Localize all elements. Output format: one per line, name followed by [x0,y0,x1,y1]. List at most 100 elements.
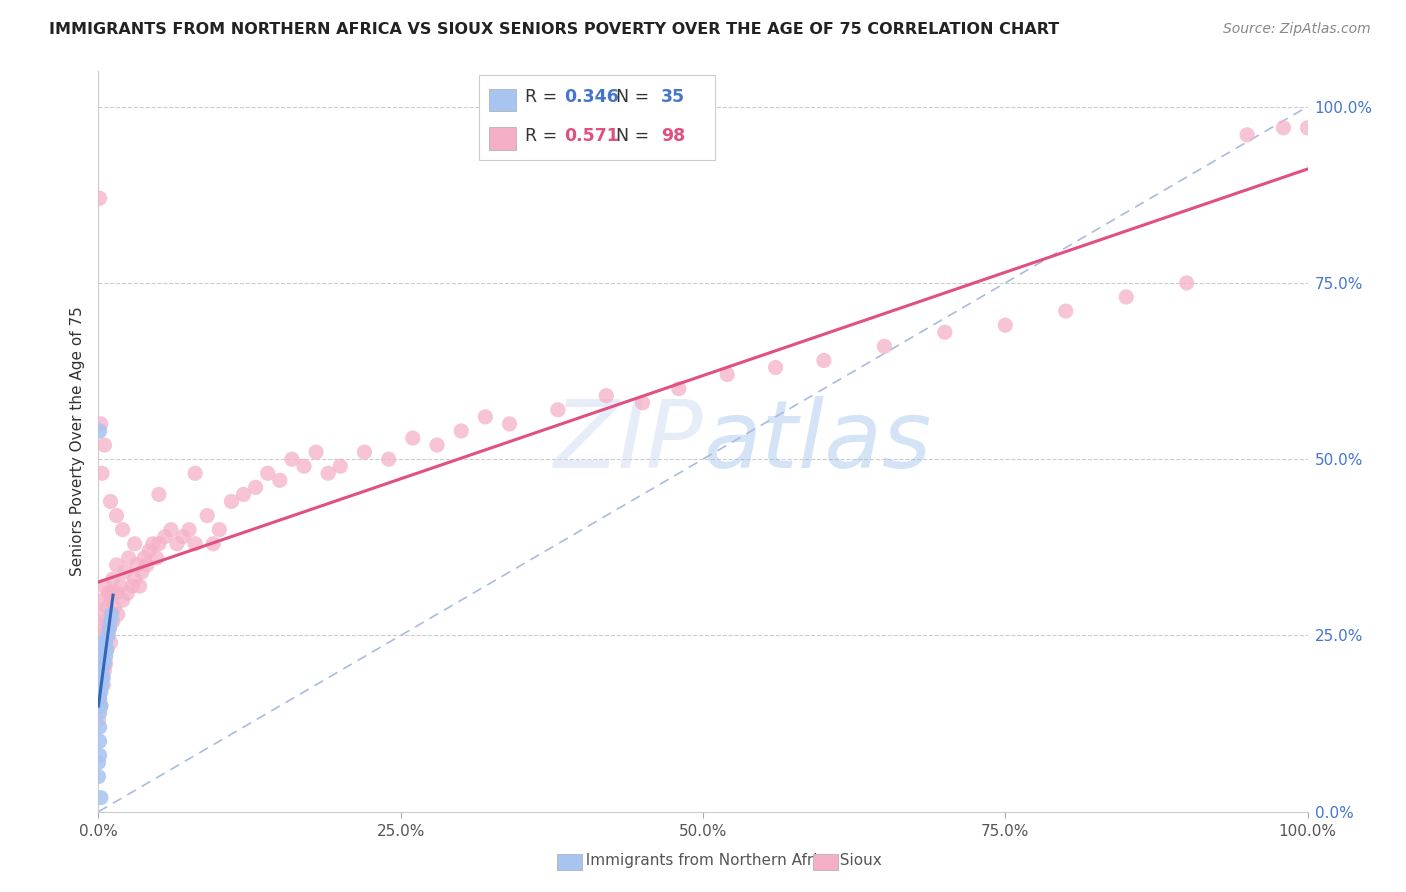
Point [89,664,111,678]
Point [269,473,291,487]
Point [97,628,120,642]
Point [256,467,278,481]
Point [96,642,118,657]
Point [98,621,121,635]
Text: N =: N = [605,88,655,106]
Point [1054,304,1077,318]
Point [153,530,176,544]
Point [121,579,143,593]
Point [91,657,114,671]
Point [91,657,114,671]
Point [90,685,112,699]
Point [1175,276,1198,290]
Point [91,593,114,607]
Point [93,621,115,635]
Text: ZIP: ZIP [554,396,703,487]
Point [87,713,110,727]
Point [89,720,111,734]
Point [716,368,738,382]
Point [91,467,114,481]
Point [100,607,122,622]
Point [208,523,231,537]
Point [89,424,111,438]
Point [114,565,136,579]
Point [160,523,183,537]
Point [93,438,115,452]
Point [94,649,117,664]
Point [221,494,243,508]
Point [131,565,153,579]
Point [105,508,128,523]
Point [377,452,399,467]
Point [100,635,122,649]
Point [124,537,146,551]
Point [179,523,201,537]
Point [117,586,139,600]
Point [292,459,315,474]
Point [474,409,496,424]
Point [765,360,787,375]
Point [450,424,472,438]
Point [353,445,375,459]
Point [100,615,122,629]
Point [90,698,112,713]
Point [100,586,122,600]
Point [89,685,111,699]
Point [90,671,112,685]
Point [89,692,111,706]
Point [89,692,111,706]
Point [232,487,254,501]
Text: Immigrants from Northern Africa: Immigrants from Northern Africa [576,854,835,868]
Point [1115,290,1137,304]
Point [111,593,134,607]
Point [426,438,449,452]
FancyBboxPatch shape [489,89,516,112]
Point [93,664,115,678]
Point [91,678,114,692]
Point [135,558,157,572]
Point [118,550,141,565]
Point [1272,120,1295,135]
Point [124,572,146,586]
Point [91,635,114,649]
FancyBboxPatch shape [479,75,716,161]
Point [93,642,115,657]
FancyBboxPatch shape [489,128,516,150]
Point [498,417,520,431]
Point [91,671,114,685]
Point [90,698,112,713]
Point [184,537,207,551]
Point [107,607,129,622]
Point [89,698,111,713]
Point [94,657,117,671]
Point [316,467,339,481]
Point [87,769,110,783]
Point [90,649,112,664]
Point [105,558,128,572]
Point [813,353,835,368]
Text: Source: ZipAtlas.com: Source: ZipAtlas.com [1223,22,1371,37]
Point [93,579,115,593]
Point [145,550,167,565]
Point [111,523,134,537]
Text: Sioux: Sioux [830,854,882,868]
Point [142,537,165,551]
Point [89,734,111,748]
Point [994,318,1017,333]
Point [105,586,128,600]
Point [97,586,120,600]
Point [94,615,117,629]
Point [305,445,328,459]
Point [1236,128,1258,142]
Point [90,790,112,805]
Point [90,657,112,671]
Point [148,487,170,501]
Text: atlas: atlas [703,396,931,487]
Text: 35: 35 [661,88,685,106]
Point [595,389,617,403]
Point [148,537,170,551]
Point [138,544,160,558]
Point [90,417,112,431]
Point [89,706,111,720]
Point [91,642,114,657]
